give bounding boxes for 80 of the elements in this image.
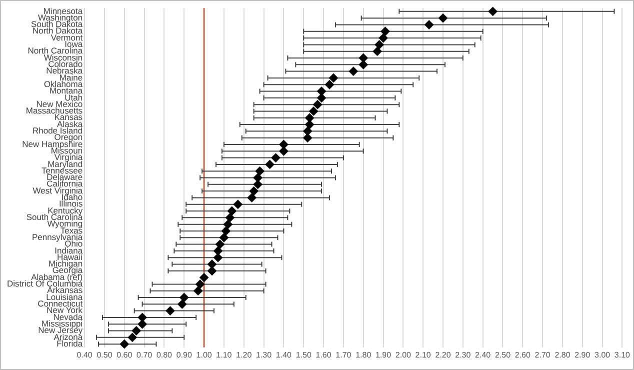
x-tick-label: 3.10 [614, 350, 631, 360]
point [313, 100, 322, 110]
x-tick-label: 2.50 [494, 350, 512, 360]
point [180, 293, 189, 302]
point [265, 160, 274, 169]
x-tick-label: 1.50 [296, 350, 312, 360]
point [279, 146, 288, 156]
x-tick-label: 1.90 [375, 350, 392, 360]
x-tick-label: 2.40 [475, 350, 492, 360]
point [358, 53, 368, 62]
x-tick-label: 1.00 [196, 350, 212, 360]
point [221, 226, 230, 236]
x-tick-label: 0.90 [176, 350, 192, 360]
x-tick-label: 2.10 [415, 350, 432, 360]
y-tick-label: Arkansas [47, 285, 83, 296]
point [438, 14, 448, 23]
y-tick-label: Virginia [54, 152, 83, 162]
point [279, 140, 288, 149]
point [348, 66, 358, 76]
x-tick-label: 2.20 [435, 350, 452, 360]
x-tick-label: 1.80 [356, 350, 372, 360]
x-tick-label: 1.20 [236, 350, 252, 360]
point [255, 166, 264, 176]
point [358, 60, 368, 70]
point [305, 120, 314, 130]
x-tick-label: 2.30 [455, 350, 472, 360]
y-tick-label: Minnesota [43, 6, 83, 16]
x-tick-label: 1.40 [276, 350, 292, 360]
point [380, 26, 390, 36]
x-tick-label: 2.70 [534, 350, 551, 360]
point [372, 46, 382, 56]
x-tick-label: 2.60 [514, 350, 531, 360]
x-tick-label: 0.60 [116, 350, 133, 360]
y-tick-label: North Dakota [32, 26, 83, 36]
point [194, 286, 203, 296]
point [378, 34, 388, 43]
point [225, 213, 234, 222]
point [247, 193, 256, 202]
x-tick-label: 2.00 [395, 350, 412, 360]
point [309, 106, 318, 116]
point [227, 206, 236, 216]
point [213, 246, 222, 256]
point [374, 40, 384, 50]
point [249, 186, 258, 196]
point [325, 80, 334, 90]
x-tick-label: 0.80 [156, 350, 173, 360]
point [178, 300, 187, 309]
x-tick-label: 2.80 [554, 350, 571, 360]
point [215, 240, 224, 249]
x-tick-label: 0.40 [76, 350, 93, 360]
y-tick-label: West Virginia [32, 185, 83, 196]
point [328, 73, 338, 82]
x-tick-label: 2.90 [574, 350, 591, 360]
y-tick-label: Wyoming [47, 218, 83, 229]
x-tick-label: 1.70 [336, 350, 352, 360]
x-tick-label: 1.60 [316, 350, 332, 360]
point [166, 306, 175, 316]
point [132, 326, 141, 336]
point [488, 6, 498, 16]
x-tick-label: 0.70 [136, 350, 153, 360]
point [120, 340, 129, 349]
point [424, 20, 434, 30]
point [271, 153, 280, 162]
point [138, 312, 147, 322]
x-tick-label: 1.30 [256, 350, 272, 360]
point [305, 113, 314, 122]
x-tick-label: 0.50 [96, 350, 113, 360]
point [213, 253, 222, 262]
point [138, 320, 147, 329]
x-tick-label: 3.00 [594, 350, 611, 360]
point [196, 280, 205, 289]
point [200, 273, 209, 282]
point [219, 233, 228, 242]
point [128, 332, 137, 342]
point [223, 220, 232, 229]
y-tick-label: Illinois [58, 198, 83, 209]
point [253, 173, 262, 182]
x-tick-label: 1.10 [216, 350, 232, 360]
point [233, 200, 242, 209]
y-tick-label: Wisconsin [44, 52, 83, 62]
